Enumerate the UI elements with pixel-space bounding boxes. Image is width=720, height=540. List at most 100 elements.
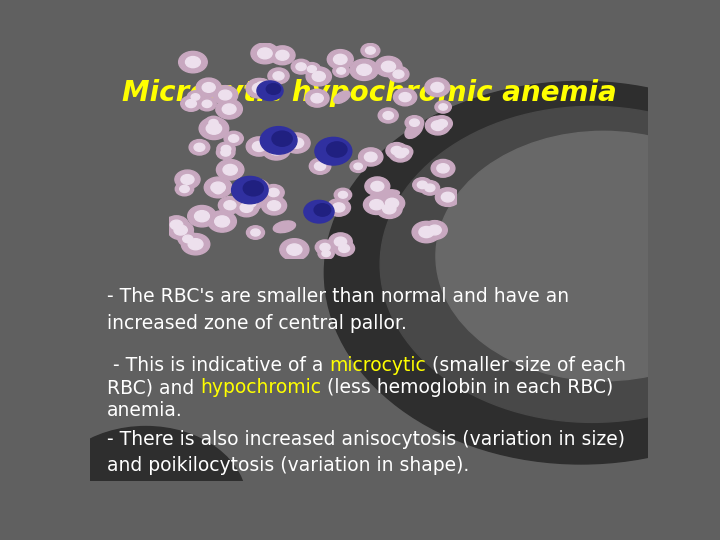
Circle shape bbox=[303, 63, 320, 76]
Circle shape bbox=[257, 81, 283, 100]
Circle shape bbox=[382, 61, 395, 72]
Circle shape bbox=[333, 65, 349, 77]
Circle shape bbox=[269, 144, 284, 155]
Circle shape bbox=[180, 185, 189, 193]
Circle shape bbox=[389, 145, 412, 162]
Circle shape bbox=[268, 68, 289, 84]
Circle shape bbox=[338, 191, 348, 198]
Circle shape bbox=[410, 119, 419, 126]
Ellipse shape bbox=[371, 190, 400, 199]
Circle shape bbox=[322, 250, 330, 256]
Circle shape bbox=[418, 181, 428, 188]
Circle shape bbox=[219, 90, 232, 100]
Circle shape bbox=[170, 220, 183, 230]
Circle shape bbox=[178, 232, 197, 246]
Circle shape bbox=[202, 83, 215, 92]
Circle shape bbox=[386, 143, 408, 159]
Circle shape bbox=[431, 83, 444, 92]
Circle shape bbox=[262, 139, 290, 160]
Circle shape bbox=[211, 182, 225, 193]
Circle shape bbox=[253, 141, 266, 152]
Circle shape bbox=[224, 201, 236, 210]
Text: - The RBC's are smaller than normal and have an
increased zone of central pallor: - The RBC's are smaller than normal and … bbox=[107, 287, 569, 333]
Circle shape bbox=[395, 149, 406, 158]
Circle shape bbox=[370, 200, 383, 210]
Circle shape bbox=[175, 170, 200, 189]
Circle shape bbox=[426, 116, 450, 135]
Circle shape bbox=[380, 106, 720, 422]
Circle shape bbox=[187, 91, 204, 103]
Circle shape bbox=[272, 131, 292, 146]
Circle shape bbox=[394, 89, 417, 106]
Circle shape bbox=[436, 131, 720, 381]
Circle shape bbox=[208, 211, 236, 232]
Ellipse shape bbox=[216, 102, 238, 114]
Ellipse shape bbox=[274, 221, 295, 233]
Circle shape bbox=[399, 92, 411, 102]
Circle shape bbox=[382, 204, 396, 214]
Circle shape bbox=[181, 174, 194, 184]
Circle shape bbox=[260, 126, 297, 154]
Circle shape bbox=[251, 43, 279, 64]
Circle shape bbox=[186, 57, 200, 68]
Circle shape bbox=[425, 184, 435, 192]
Circle shape bbox=[304, 200, 334, 223]
Circle shape bbox=[217, 146, 235, 159]
Circle shape bbox=[215, 216, 230, 227]
Circle shape bbox=[333, 55, 347, 64]
Circle shape bbox=[439, 104, 447, 110]
Circle shape bbox=[270, 46, 295, 65]
Circle shape bbox=[204, 177, 232, 198]
Circle shape bbox=[315, 137, 352, 165]
Circle shape bbox=[258, 48, 272, 59]
Circle shape bbox=[412, 221, 441, 243]
Circle shape bbox=[212, 86, 238, 104]
Circle shape bbox=[391, 146, 402, 155]
Circle shape bbox=[425, 78, 450, 97]
Circle shape bbox=[371, 181, 384, 191]
Circle shape bbox=[240, 203, 253, 212]
Circle shape bbox=[361, 43, 380, 58]
Circle shape bbox=[307, 66, 316, 72]
Circle shape bbox=[194, 143, 204, 151]
Circle shape bbox=[311, 93, 323, 103]
Circle shape bbox=[441, 192, 454, 202]
Circle shape bbox=[186, 99, 197, 107]
Circle shape bbox=[253, 83, 266, 93]
Circle shape bbox=[221, 149, 230, 156]
Circle shape bbox=[337, 68, 346, 74]
Circle shape bbox=[183, 235, 193, 242]
Circle shape bbox=[256, 82, 266, 89]
Circle shape bbox=[333, 203, 345, 212]
Circle shape bbox=[329, 233, 352, 251]
Circle shape bbox=[436, 119, 447, 127]
Circle shape bbox=[428, 225, 441, 235]
Circle shape bbox=[229, 135, 238, 142]
Circle shape bbox=[241, 179, 270, 200]
Circle shape bbox=[202, 100, 212, 107]
Circle shape bbox=[419, 226, 433, 238]
Circle shape bbox=[324, 82, 720, 464]
Circle shape bbox=[422, 221, 447, 239]
Circle shape bbox=[224, 131, 243, 146]
Circle shape bbox=[364, 195, 390, 214]
Ellipse shape bbox=[334, 91, 350, 103]
Circle shape bbox=[366, 47, 375, 54]
Circle shape bbox=[214, 187, 222, 194]
Circle shape bbox=[222, 104, 236, 114]
Circle shape bbox=[435, 101, 451, 113]
Text: (smaller size of each: (smaller size of each bbox=[426, 356, 626, 375]
Circle shape bbox=[174, 225, 187, 235]
Circle shape bbox=[246, 137, 272, 156]
Circle shape bbox=[377, 199, 402, 219]
Circle shape bbox=[359, 148, 383, 166]
Circle shape bbox=[385, 198, 399, 208]
Circle shape bbox=[210, 184, 227, 197]
Circle shape bbox=[350, 59, 378, 80]
Circle shape bbox=[243, 181, 264, 196]
Circle shape bbox=[320, 244, 330, 251]
Circle shape bbox=[400, 148, 409, 155]
Circle shape bbox=[334, 188, 351, 201]
Circle shape bbox=[217, 142, 235, 156]
Circle shape bbox=[437, 164, 449, 173]
